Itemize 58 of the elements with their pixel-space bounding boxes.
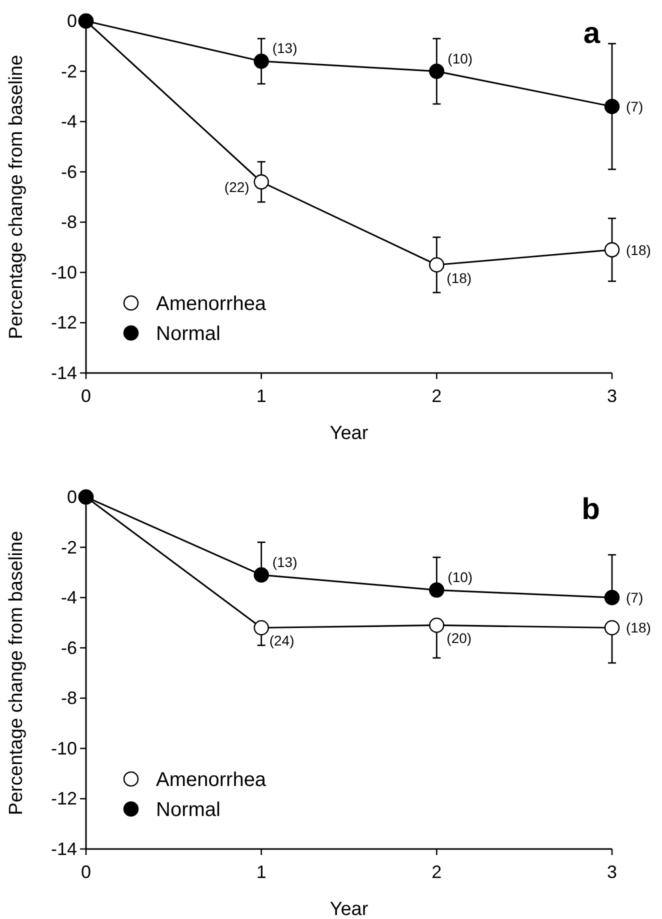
y-tick-label: -8 [60,212,77,232]
chart-title: b [582,493,600,526]
y-tick-label: -6 [60,638,77,658]
y-tick-label: -4 [60,588,77,608]
point [254,174,269,190]
annotation: (7) [626,98,644,114]
annotation: (18) [626,242,651,258]
annotation: (20) [446,630,472,646]
y-tick-label: -2 [60,537,77,558]
x-tick-label: 3 [606,862,618,882]
point [429,64,444,79]
y-tick-label: -12 [50,788,77,809]
legend-label: Normal [156,323,220,345]
chart-title: a [583,17,600,50]
y-axis-title: Percentage change from baseline [6,530,27,816]
point [604,98,620,114]
point [254,620,269,636]
x-tick-label: 0 [80,386,92,406]
y-tick-label: -14 [50,363,77,383]
x-axis-title: Year [330,423,369,444]
annotation: (24) [269,632,294,649]
point [254,567,269,583]
x-tick-label: 2 [432,862,442,882]
y-tick-label: -10 [50,262,77,282]
y-tick-label: -14 [50,839,77,859]
point [604,620,620,636]
x-tick-label: 3 [606,386,618,406]
annotation: (10) [448,50,473,66]
point [429,582,444,598]
y-tick-label: -2 [60,61,77,82]
legend-label: Amenorrhea [156,769,267,791]
point [604,590,620,606]
x-axis-title: Year [330,899,369,919]
x-tick-label: 0 [80,862,92,882]
annotation: (13) [272,40,298,56]
point [604,242,620,258]
annotation: (10) [448,569,473,586]
x-tick-label: 1 [256,862,266,882]
y-tick-label: -10 [50,738,77,758]
y-axis-title: Percentage change from baseline [6,54,27,340]
y-tick-label: -12 [50,312,77,333]
annotation: (13) [272,554,298,570]
y-tick-label: -4 [60,112,77,132]
y-tick-label: 0 [66,11,77,31]
annotation: (18) [626,620,651,636]
y-tick-label: 0 [66,487,77,507]
point [429,618,444,633]
annotation: (22) [224,178,250,195]
legend-label: Normal [156,799,220,821]
x-tick-label: 2 [432,386,442,406]
y-tick-label: -8 [60,688,77,708]
legend-label: Amenorrhea [156,293,267,315]
x-tick-label: 1 [256,386,266,406]
annotation: (7) [626,590,644,606]
point [254,54,269,69]
y-tick-label: -6 [60,162,77,182]
point [429,257,444,273]
annotation: (18) [446,270,472,286]
